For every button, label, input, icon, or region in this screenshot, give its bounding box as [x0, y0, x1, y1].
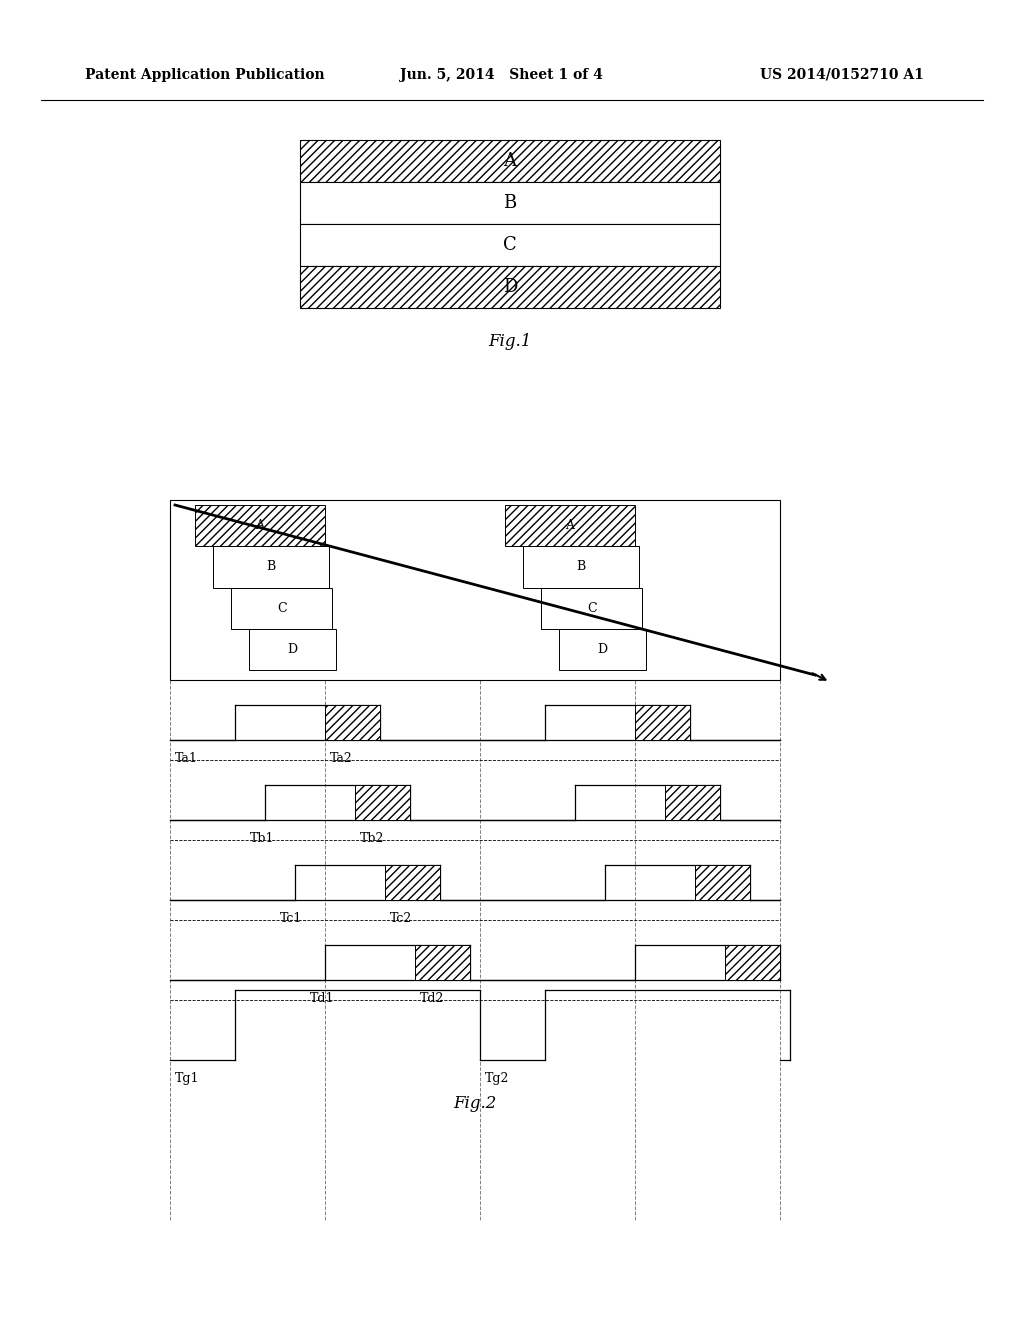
Bar — [300, 267, 720, 308]
Text: Fig.2: Fig.2 — [454, 1096, 497, 1111]
Bar — [300, 140, 720, 182]
Text: D: D — [288, 643, 297, 656]
Bar — [213, 546, 329, 587]
Bar — [665, 785, 720, 820]
Text: Tg2: Tg2 — [485, 1072, 509, 1085]
Text: Tg1: Tg1 — [175, 1072, 200, 1085]
Bar — [249, 628, 336, 671]
Bar — [195, 506, 325, 546]
Text: B: B — [504, 194, 517, 213]
Bar — [355, 785, 410, 820]
Bar — [195, 506, 325, 546]
Text: Tb2: Tb2 — [360, 832, 384, 845]
Text: Td2: Td2 — [420, 993, 444, 1005]
Bar — [505, 506, 635, 546]
Text: B: B — [266, 561, 275, 573]
Text: C: C — [276, 602, 287, 615]
Bar — [385, 865, 440, 900]
Bar — [300, 140, 720, 182]
Bar — [559, 628, 646, 671]
Text: Tc1: Tc1 — [280, 912, 302, 925]
Bar — [300, 182, 720, 224]
Text: US 2014/0152710 A1: US 2014/0152710 A1 — [760, 69, 924, 82]
Text: C: C — [587, 602, 596, 615]
Bar — [170, 500, 780, 680]
Bar — [635, 705, 690, 741]
Text: Td1: Td1 — [310, 993, 335, 1005]
Text: D: D — [597, 643, 607, 656]
Bar — [523, 546, 639, 587]
Text: Fig.1: Fig.1 — [488, 333, 531, 350]
Text: Tc2: Tc2 — [390, 912, 413, 925]
Text: D: D — [503, 279, 517, 296]
Bar — [725, 945, 780, 979]
Bar — [300, 224, 720, 267]
Bar — [541, 587, 642, 628]
Text: Patent Application Publication: Patent Application Publication — [85, 69, 325, 82]
Text: A: A — [504, 152, 516, 170]
Text: A: A — [565, 519, 574, 532]
Text: Jun. 5, 2014   Sheet 1 of 4: Jun. 5, 2014 Sheet 1 of 4 — [400, 69, 603, 82]
Text: C: C — [503, 236, 517, 253]
Text: Tb1: Tb1 — [250, 832, 274, 845]
Bar — [325, 705, 380, 741]
Bar — [415, 945, 470, 979]
Text: A: A — [256, 519, 264, 532]
Bar — [300, 267, 720, 308]
Text: Ta1: Ta1 — [175, 752, 198, 766]
Text: Ta2: Ta2 — [330, 752, 352, 766]
Bar — [695, 865, 750, 900]
Text: B: B — [577, 561, 586, 573]
Bar — [505, 506, 635, 546]
Bar — [231, 587, 332, 628]
